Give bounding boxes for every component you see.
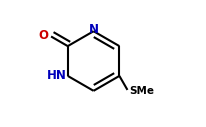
Text: N: N [88,23,98,36]
Text: O: O [38,29,48,42]
Text: SMe: SMe [129,86,154,96]
Text: HN: HN [47,69,67,82]
